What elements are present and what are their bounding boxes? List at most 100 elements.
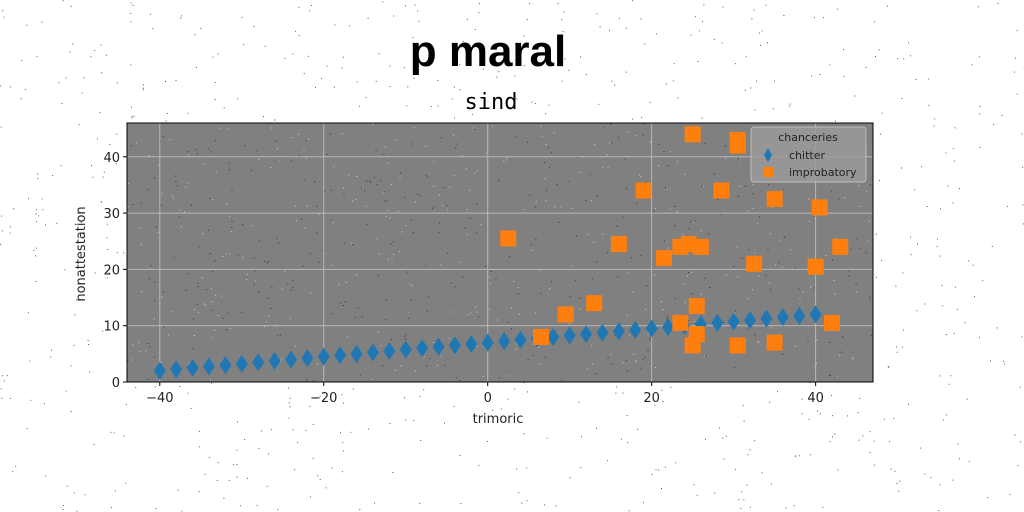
plot-noise-dot	[666, 188, 668, 190]
plot-noise-dot	[287, 283, 289, 285]
noise-dot	[459, 455, 461, 456]
noise-dot	[596, 13, 598, 15]
noise-dot	[133, 115, 135, 117]
y-tick-label: 40	[103, 151, 120, 166]
plot-noise-dot	[270, 308, 272, 309]
noise-dot	[744, 89, 746, 91]
plot-noise-dot	[704, 277, 706, 279]
plot-noise-dot	[549, 166, 551, 168]
point-improbatory	[672, 314, 689, 331]
noise-dot	[1009, 494, 1011, 496]
plot-noise-dot	[495, 278, 497, 280]
noise-dot	[609, 30, 610, 32]
noise-dot	[44, 475, 46, 477]
plot-noise-dot	[140, 244, 142, 246]
noise-dot	[563, 11, 565, 13]
plot-noise-dot	[202, 233, 204, 235]
noise-dot	[761, 30, 763, 32]
noise-dot	[367, 17, 369, 19]
plot-noise-dot	[496, 319, 498, 321]
series-improbatory	[500, 126, 849, 354]
plot-noise-dot	[161, 296, 163, 298]
plot-noise-dot	[533, 354, 535, 356]
noise-dot	[626, 415, 628, 417]
plot-noise-dot	[626, 370, 628, 372]
plot-noise-dot	[296, 220, 298, 222]
plot-noise-dot	[596, 261, 598, 263]
noise-dot	[356, 81, 358, 83]
noise-dot	[404, 397, 406, 399]
noise-dot	[333, 86, 335, 88]
plot-noise-dot	[498, 180, 500, 182]
noise-dot	[10, 397, 12, 399]
noise-dot	[102, 176, 104, 178]
plot-noise-dot	[393, 254, 395, 255]
noise-dot	[832, 415, 834, 417]
plot-noise-dot	[410, 219, 412, 221]
plot-noise-dot	[531, 249, 533, 251]
plot-noise-dot	[250, 170, 252, 172]
plot-noise-dot	[425, 175, 427, 177]
noise-dot	[294, 469, 296, 471]
noise-dot	[72, 43, 74, 45]
plot-noise-dot	[593, 241, 595, 243]
noise-dot	[769, 401, 771, 403]
plot-noise-dot	[747, 298, 749, 300]
noise-dot	[909, 55, 911, 57]
plot-noise-dot	[870, 184, 871, 186]
plot-noise-dot	[149, 346, 151, 348]
plot-noise-dot	[667, 247, 669, 249]
plot-noise-dot	[475, 306, 477, 308]
noise-dot	[198, 491, 200, 493]
noise-dot	[714, 492, 716, 494]
plot-noise-dot	[612, 363, 613, 365]
legend-marker-improbatory	[763, 167, 773, 177]
plot-noise-dot	[192, 348, 194, 350]
noise-dot	[478, 12, 480, 14]
plot-noise-dot	[855, 283, 857, 284]
noise-dot	[977, 6, 979, 8]
plot-noise-dot	[725, 274, 727, 276]
noise-dot	[705, 438, 706, 440]
noise-dot	[979, 105, 981, 107]
plot-noise-dot	[440, 355, 442, 357]
plot-noise-dot	[387, 210, 389, 212]
noise-dot	[37, 178, 39, 180]
noise-dot	[214, 99, 216, 100]
plot-noise-dot	[575, 280, 577, 282]
noise-dot	[81, 92, 83, 94]
plot-noise-dot	[640, 367, 642, 369]
plot-noise-dot	[130, 359, 132, 361]
noise-dot	[873, 440, 875, 442]
plot-noise-dot	[383, 192, 385, 194]
plot-noise-dot	[579, 308, 581, 310]
y-tick-label: 0	[112, 376, 120, 391]
plot-noise-dot	[688, 228, 690, 230]
y-tick-label: 10	[103, 320, 120, 335]
plot-noise-dot	[292, 286, 294, 288]
noise-dot	[24, 88, 26, 90]
plot-noise-dot	[229, 253, 231, 255]
noise-dot	[10, 86, 12, 88]
plot-noise-dot	[609, 142, 611, 144]
noise-dot	[200, 28, 202, 29]
plot-noise-dot	[642, 358, 644, 360]
noise-dot	[115, 163, 117, 165]
noise-dot	[954, 127, 956, 129]
noise-dot	[917, 243, 918, 245]
noise-dot	[936, 238, 938, 240]
plot-noise-dot	[211, 336, 213, 338]
noise-dot	[312, 423, 314, 425]
noise-dot	[190, 407, 192, 409]
plot-noise-dot	[478, 316, 480, 318]
noise-dot	[26, 428, 28, 430]
noise-dot	[131, 117, 133, 119]
noise-dot	[888, 440, 890, 442]
plot-noise-dot	[470, 312, 472, 314]
plot-noise-dot	[308, 138, 310, 140]
plot-noise-dot	[438, 222, 440, 224]
plot-noise-dot	[278, 242, 280, 244]
plot-noise-dot	[683, 283, 685, 285]
noise-dot	[352, 388, 354, 390]
noise-dot	[859, 398, 861, 400]
